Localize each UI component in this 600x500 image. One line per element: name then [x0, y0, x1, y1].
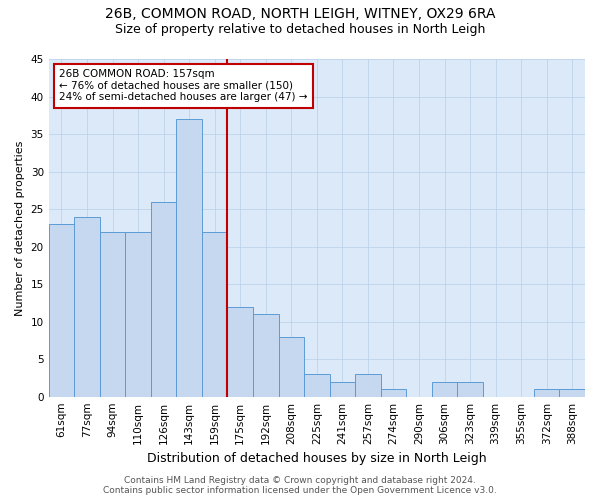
- Bar: [125, 232, 151, 396]
- Text: 26B, COMMON ROAD, NORTH LEIGH, WITNEY, OX29 6RA: 26B, COMMON ROAD, NORTH LEIGH, WITNEY, O…: [105, 8, 495, 22]
- Bar: [253, 314, 278, 396]
- Bar: [304, 374, 329, 396]
- Bar: [457, 382, 483, 396]
- Bar: [432, 382, 457, 396]
- Bar: [278, 336, 304, 396]
- Bar: [559, 389, 585, 396]
- X-axis label: Distribution of detached houses by size in North Leigh: Distribution of detached houses by size …: [147, 452, 487, 465]
- Bar: [329, 382, 355, 396]
- Bar: [100, 232, 125, 396]
- Y-axis label: Number of detached properties: Number of detached properties: [15, 140, 25, 316]
- Bar: [380, 389, 406, 396]
- Text: Size of property relative to detached houses in North Leigh: Size of property relative to detached ho…: [115, 22, 485, 36]
- Bar: [202, 232, 227, 396]
- Bar: [151, 202, 176, 396]
- Bar: [227, 306, 253, 396]
- Bar: [176, 119, 202, 396]
- Text: Contains HM Land Registry data © Crown copyright and database right 2024.
Contai: Contains HM Land Registry data © Crown c…: [103, 476, 497, 495]
- Bar: [355, 374, 380, 396]
- Text: 26B COMMON ROAD: 157sqm
← 76% of detached houses are smaller (150)
24% of semi-d: 26B COMMON ROAD: 157sqm ← 76% of detache…: [59, 69, 308, 102]
- Bar: [49, 224, 74, 396]
- Bar: [74, 216, 100, 396]
- Bar: [534, 389, 559, 396]
